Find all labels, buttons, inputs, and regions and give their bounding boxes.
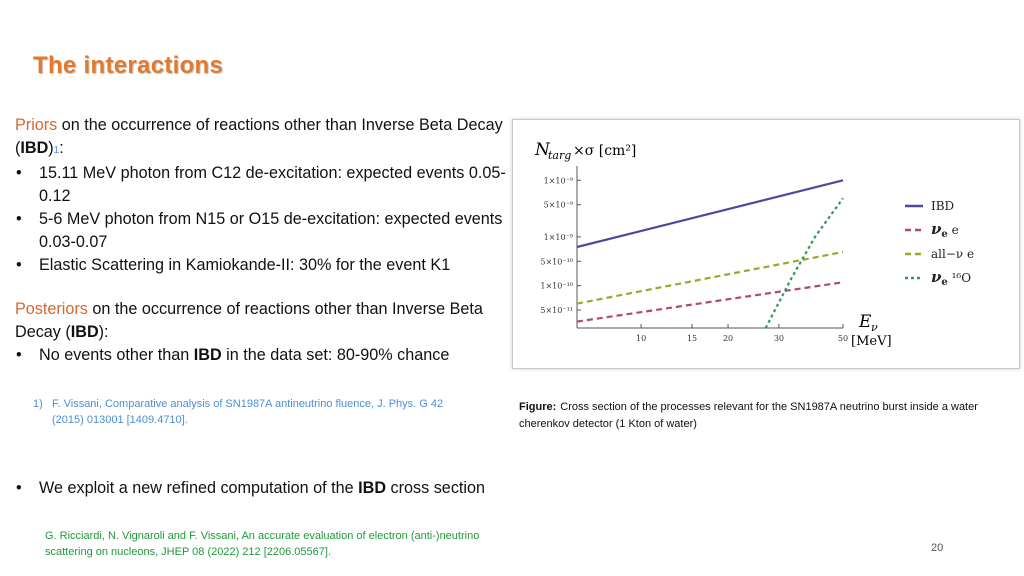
y-tick-label: 5×10⁻¹⁰ [540,257,573,266]
reference-marker: 1 [53,145,60,156]
bullet-pre: No events other than [39,346,194,364]
caption-label: Figure: [519,401,557,413]
figure-caption: Figure: Cross section of the processes re… [519,399,1009,433]
x-tick-label: 50 [838,334,848,343]
bullet-ibd: IBD [193,346,222,364]
chart-legend: IBD νe e all−ν e νe ¹⁶O [905,199,974,288]
priors-block: Priors on the occurrence of reactions ot… [15,114,515,277]
priors-intro: Priors on the occurrence of reactions ot… [15,114,515,162]
priors-close: ) [48,139,54,157]
y-tick-label: 1×10⁻⁹ [544,233,574,242]
bottom-block: We exploit a new refined computation of … [15,477,495,500]
reference-2: G. Ricciardi, N. Vignaroli and F. Vissan… [45,530,480,558]
legend-label: νe e [931,220,959,240]
posteriors-ibd: IBD [70,323,99,341]
y-axis-title: N targ ×σ [cm²] [534,140,636,162]
posteriors-list: No events other than IBD in the data set… [15,344,515,367]
priors-lead: Priors [15,116,58,134]
x-tick-label: 10 [636,334,646,343]
series-lines [576,179,844,329]
y-tick-label: 5×10⁻¹¹ [540,306,573,315]
series-line [576,250,844,305]
series-line [576,281,844,323]
posteriors-intro: Posteriors on the occurrence of reaction… [15,298,515,344]
xlabel-unit: [MeV] [851,334,892,349]
ylabel-main: N [534,140,551,160]
series-line [764,197,844,329]
reference-text: F. Vissani, Comparative analysis of SN19… [52,398,444,426]
posteriors-lead: Posteriors [15,300,88,318]
priors-list: 15.11 MeV photon from C12 de-excitation:… [15,162,515,277]
series-line [576,179,844,249]
x-tick-label: 20 [723,334,733,343]
x-axis-title: E ν [MeV] [851,312,892,349]
reference-number: 1) [33,398,43,410]
legend-label: IBD [931,199,954,213]
y-tick-label: 1×10⁻¹⁰ [540,282,573,291]
x-ticks: 10 15 20 30 50 [636,324,848,343]
x-tick-label: 30 [774,334,784,343]
bottom-post: cross section [386,479,486,497]
list-item: 5-6 MeV photon from N15 or O15 de-excita… [15,208,515,254]
list-item: No events other than IBD in the data set… [15,344,515,367]
legend-label: all−ν e [931,247,974,261]
priors-ibd: IBD [20,139,49,157]
posteriors-block: Posteriors on the occurrence of reaction… [15,298,515,367]
xlabel-sym: E [858,312,872,332]
xlabel-sub: ν [871,321,878,334]
posteriors-close: ): [98,323,109,341]
slide-title: The interactions [33,52,224,79]
y-tick-label: 5×10⁻⁹ [544,201,574,210]
legend-label: νe ¹⁶O [931,268,971,288]
figure-frame: N targ ×σ [cm²] 1×10⁻⁹ 5×10⁻⁹ 1×10⁻⁹ 5×10⁻¹… [512,119,1020,369]
page-number: 20 [931,542,944,554]
x-tick-label: 15 [687,334,697,343]
ylabel-sub: targ [548,149,571,162]
cross-section-chart: N targ ×σ [cm²] 1×10⁻⁹ 5×10⁻⁹ 1×10⁻⁹ 5×10⁻¹… [534,140,974,349]
y-ticks: 1×10⁻⁹ 5×10⁻⁹ 1×10⁻⁹ 5×10⁻¹⁰ 1×10⁻¹⁰ 5×10⁻¹¹ [540,176,581,315]
list-item: 15.11 MeV photon from C12 de-excitation:… [15,162,515,208]
priors-text: on the occurrence of reactions other tha… [15,116,503,157]
list-item: Elastic Scattering in Kamiokande-II: 30%… [15,254,515,277]
bottom-ibd: IBD [358,479,387,497]
bottom-pre: We exploit a new refined computation of … [39,479,359,497]
ylabel-rest: ×σ [cm²] [573,143,636,159]
posteriors-text: on the occurrence of reactions other tha… [15,300,483,341]
bullet-post: in the data set: 80-90% chance [221,346,450,364]
list-item: We exploit a new refined computation of … [15,477,495,500]
caption-text: Cross section of the processes relevant … [519,401,978,430]
reference-1: 1) F. Vissani, Comparative analysis of S… [33,396,453,428]
bottom-list: We exploit a new refined computation of … [15,477,495,500]
priors-colon: : [59,139,64,157]
y-tick-label: 1×10⁻⁹ [544,176,574,185]
